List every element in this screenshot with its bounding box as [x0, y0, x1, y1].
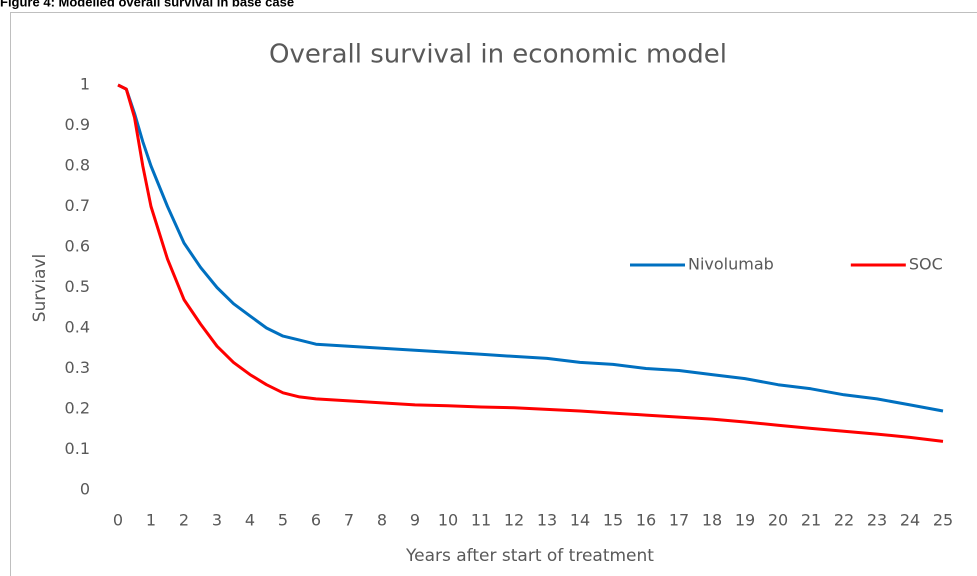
x-tick-label: 11 — [471, 511, 491, 530]
x-tick-label: 9 — [410, 511, 420, 530]
legend-label: Nivolumab — [688, 255, 774, 274]
y-tick-label: 0.8 — [65, 156, 90, 175]
x-tick-label: 24 — [900, 511, 920, 530]
x-tick-label: 10 — [438, 511, 458, 530]
y-tick-label: 0.2 — [65, 399, 90, 418]
x-tick-label: 7 — [344, 511, 354, 530]
series-line — [117, 83, 944, 413]
x-tick-label: 13 — [537, 511, 557, 530]
y-tick-label: 0.7 — [65, 196, 90, 215]
x-tick-label: 6 — [311, 511, 321, 530]
y-axis-label: Surviavl — [30, 254, 50, 323]
x-tick-label: 4 — [245, 511, 255, 530]
x-tick-label: 0 — [113, 511, 123, 530]
legend-label: SOC — [909, 255, 943, 274]
figure-caption: Figure 4: Modelled overall survival in b… — [0, 0, 294, 9]
x-tick-label: 12 — [504, 511, 524, 530]
y-tick-label: 0.5 — [65, 277, 90, 296]
y-tick-label: 0.6 — [65, 237, 90, 256]
chart-frame — [10, 12, 977, 576]
y-tick-label: 0 — [80, 480, 90, 499]
x-tick-label: 25 — [933, 511, 953, 530]
x-tick-label: 5 — [278, 511, 288, 530]
x-tick-label: 20 — [768, 511, 788, 530]
x-tick-label: 16 — [636, 511, 656, 530]
x-tick-label: 23 — [867, 511, 887, 530]
x-tick-label: 19 — [735, 511, 755, 530]
x-tick-label: 15 — [603, 511, 623, 530]
chart-title: Overall survival in economic model — [269, 40, 727, 70]
x-axis-label: Years after start of treatment — [405, 546, 654, 566]
x-tick-label: 18 — [702, 511, 722, 530]
x-tick-label: 17 — [669, 511, 689, 530]
y-tick-label: 1 — [80, 75, 90, 94]
x-tick-label: 2 — [179, 511, 189, 530]
x-tick-label: 8 — [377, 511, 387, 530]
y-tick-label: 0.1 — [65, 439, 90, 458]
x-tick-label: 21 — [801, 511, 821, 530]
series-line — [117, 83, 944, 443]
y-tick-label: 0.3 — [65, 358, 90, 377]
x-tick-label: 3 — [212, 511, 222, 530]
y-tick-label: 0.4 — [65, 318, 90, 337]
y-tick-label: 0.9 — [65, 115, 90, 134]
x-tick-label: 22 — [834, 511, 854, 530]
x-tick-label: 14 — [570, 511, 590, 530]
x-tick-label: 1 — [146, 511, 156, 530]
